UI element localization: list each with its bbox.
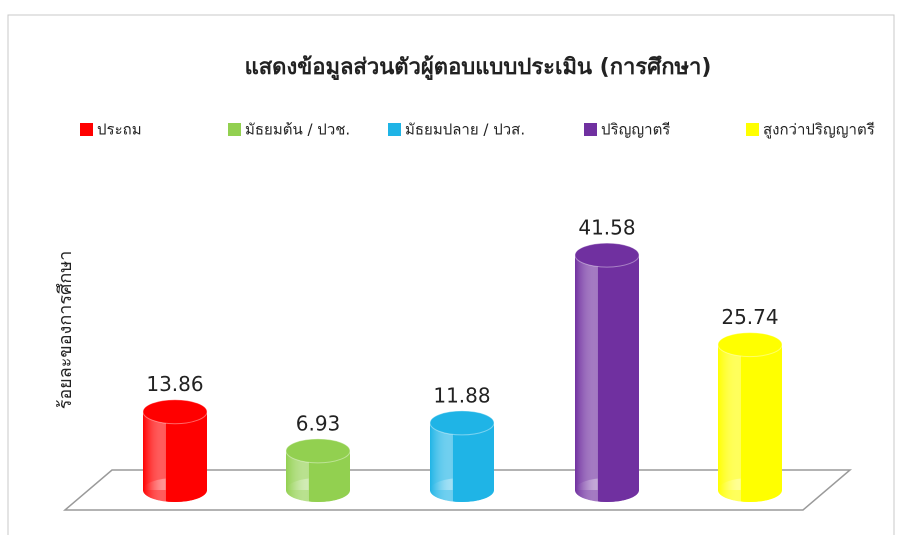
- cylinder-top: [574, 242, 640, 268]
- legend-swatch: [746, 123, 759, 136]
- cylinder-top: [285, 438, 351, 464]
- cylinder-bottom-rim: [575, 478, 639, 502]
- legend-label: ประถม: [97, 121, 142, 139]
- cylinder-bottom-rim: [430, 478, 494, 502]
- legend-label: มัธยมปลาย / ปวส.: [405, 121, 525, 139]
- floor: [62, 469, 853, 511]
- chart-title: แสดงข้อมูลส่วนตัวผู้ตอบแบบประเมิน (การศึ…: [245, 55, 712, 81]
- legend-swatch: [228, 123, 241, 136]
- cylinder-bottom-rim: [143, 478, 207, 502]
- value-label: 13.86: [146, 372, 203, 396]
- cylinder-top: [717, 332, 783, 358]
- legend-label: สูงกว่าปริญญาตรี: [763, 121, 875, 139]
- legend-swatch: [80, 123, 93, 136]
- cylinder-top: [142, 399, 208, 425]
- legend-swatch: [584, 123, 597, 136]
- cylinder-shade: [718, 344, 782, 490]
- legend-label: มัธยมต้น / ปวช.: [245, 121, 350, 139]
- legend-label: ปริญญาตรี: [601, 121, 670, 139]
- value-label: 6.93: [296, 411, 341, 435]
- y-axis-label: ร้อยละของการศึกษา: [55, 251, 76, 410]
- cylinder-top: [429, 410, 495, 436]
- cylinder-bottom-rim: [286, 478, 350, 502]
- cylinder-shade: [143, 411, 207, 490]
- value-label: 41.58: [578, 216, 635, 240]
- value-label: 25.74: [721, 305, 778, 329]
- legend-swatch: [388, 123, 401, 136]
- cylinder-shade: [575, 255, 639, 490]
- cylinder-bottom-rim: [718, 478, 782, 502]
- value-label: 11.88: [433, 383, 490, 407]
